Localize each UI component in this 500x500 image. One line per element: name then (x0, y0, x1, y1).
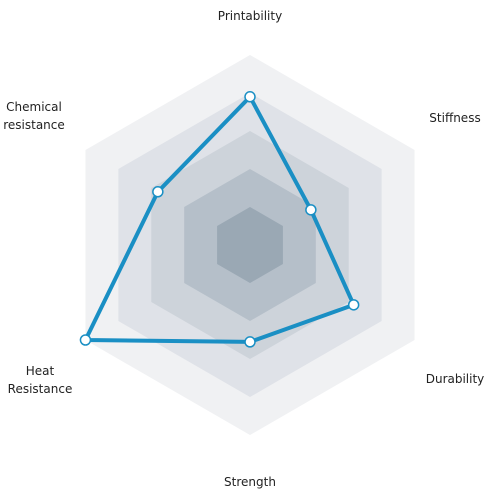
axis-label-1: Stiffness (429, 111, 480, 125)
data-point-0 (244, 91, 256, 103)
radar-rings (85, 55, 415, 435)
axis-labels: Printability Stiffness Durability Strength H… (3, 9, 484, 489)
axis-label-2: Durability (426, 372, 485, 386)
axis-label-0: Printability (218, 9, 282, 23)
radar-ring-1 (217, 207, 283, 283)
radar-points (79, 91, 360, 348)
data-point-4 (79, 334, 92, 346)
data-point-1 (305, 204, 317, 216)
axis-label-5: Chemical resistance (3, 100, 65, 132)
axis-label-4: Heat Resistance (8, 364, 73, 396)
data-point-2 (347, 299, 360, 311)
data-point-5 (152, 186, 164, 198)
axis-label-3: Strength (224, 475, 276, 489)
data-point-3 (244, 336, 256, 348)
